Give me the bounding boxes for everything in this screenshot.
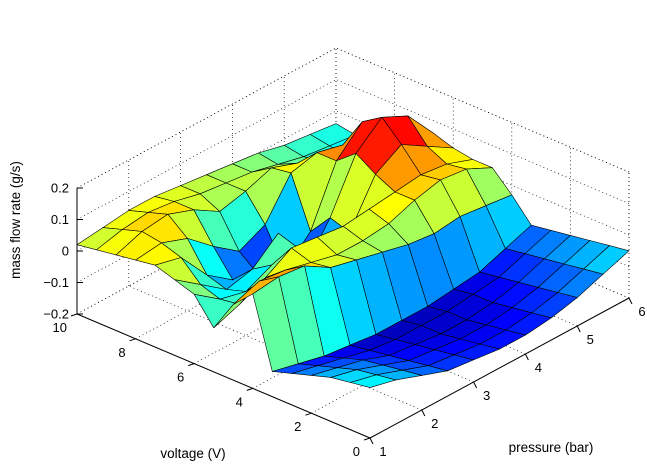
surface-mesh <box>76 115 630 388</box>
y-tick-mark <box>188 363 195 367</box>
x-axis-label: pressure (bar) <box>509 440 594 455</box>
x-tick-label: 5 <box>587 332 594 347</box>
tick-labels: 1 2 3 4 5 6 0 2 4 6 8 10 −0.2 −0.1 0 0.1 0.2 <box>43 181 645 460</box>
y-tick-mark <box>70 313 78 317</box>
z-tick-labels: −0.2 −0.1 0 0.1 0.2 <box>43 181 69 322</box>
axes-frame <box>70 187 633 445</box>
x-tick-label: 3 <box>483 388 490 403</box>
x-tick-mark <box>473 381 478 389</box>
z-tick-label: 0 <box>62 244 69 259</box>
y-tick-label: 2 <box>294 419 301 434</box>
x-tick-label: 1 <box>379 444 386 459</box>
x-tick-label: 4 <box>535 360 542 375</box>
y-tick-mark <box>363 437 371 441</box>
x-tick-mark <box>524 353 529 361</box>
y-tick-label: 6 <box>177 370 184 385</box>
y-tick-label: 4 <box>236 394 243 409</box>
y-tick-label: 10 <box>53 320 67 335</box>
x-tick-label: 2 <box>431 416 438 431</box>
z-tick-label: −0.1 <box>43 275 69 290</box>
z-tick-label: 0.1 <box>51 212 69 227</box>
y-axis-label: voltage (V) <box>160 446 225 461</box>
y-tick-labels: 0 2 4 6 8 10 <box>53 320 360 459</box>
z-tick-label: −0.2 <box>43 307 69 322</box>
y-tick-mark <box>246 387 253 391</box>
y-axis-line <box>76 313 371 439</box>
y-tick-label: 8 <box>118 345 125 360</box>
z-axis-label: mass flow rate (g/s) <box>8 161 23 279</box>
y-tick-label: 0 <box>353 444 360 459</box>
x-tick-mark <box>369 437 374 445</box>
x-tick-labels: 1 2 3 4 5 6 <box>379 304 645 459</box>
x-axis-line <box>369 297 630 439</box>
x-tick-label: 6 <box>638 304 645 319</box>
x-tick-mark <box>628 297 633 305</box>
x-tick-mark <box>421 409 426 417</box>
surface-face <box>350 374 397 388</box>
y-tick-mark <box>305 412 312 416</box>
z-tick-label: 0.2 <box>51 181 69 196</box>
x-tick-mark <box>576 325 581 333</box>
y-tick-mark <box>129 338 136 342</box>
